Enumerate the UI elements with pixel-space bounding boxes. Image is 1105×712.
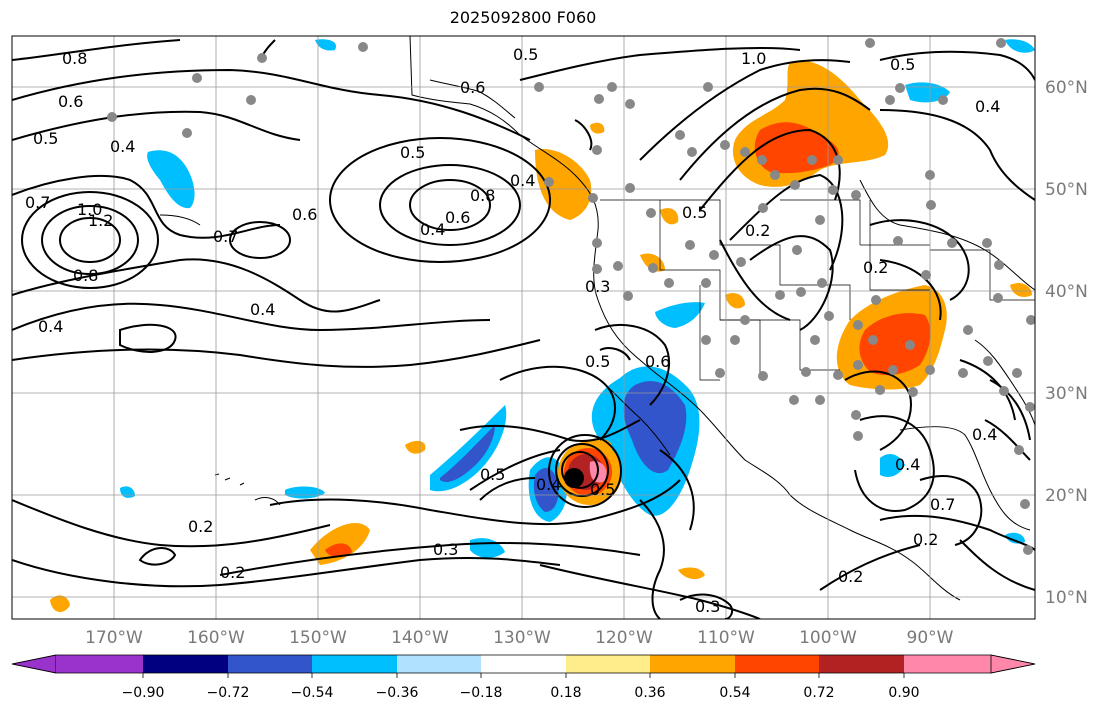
contour-labels: 0.8 0.6 0.5 0.4 0.7 1.0 1.2 0.8 0.4 0.7 … (25, 45, 1000, 616)
contour-label: 0.4 (972, 425, 997, 444)
contour-label: 0.6 (645, 352, 670, 371)
negative-anomaly-shading (120, 39, 1035, 558)
colorbar-tick-label: 0.36 (634, 685, 665, 701)
lon-label: 140°W (391, 628, 449, 648)
graticule (12, 36, 1035, 619)
lon-label: 130°W (493, 628, 551, 648)
lon-label: 150°W (289, 628, 347, 648)
colorbar-segment (904, 655, 991, 673)
longitude-labels: 170°W 160°W 150°W 140°W 130°W 120°W 110°… (85, 628, 954, 648)
contour-label: 0.2 (838, 567, 863, 586)
contour-label: 0.8 (73, 266, 98, 285)
latitude-labels: 60°N 50°N 40°N 30°N 20°N 10°N (1045, 78, 1088, 608)
contour-label: 0.3 (433, 540, 458, 559)
colorbar-tick-label: −0.18 (460, 685, 503, 701)
contour-label: 0.2 (188, 517, 213, 536)
colorbar-segment (312, 655, 397, 673)
colorbar-segment (566, 655, 650, 673)
contour-label: 0.5 (480, 465, 505, 484)
colorbar-tick-label: −0.90 (122, 685, 165, 701)
contour-label: 0.4 (420, 220, 445, 239)
colorbar-ticks (142, 673, 905, 678)
positive-anomaly-shading (50, 60, 1032, 612)
contour-label: 0.6 (292, 205, 317, 224)
contour-label: 0.5 (585, 352, 610, 371)
contour-label: 0.5 (513, 45, 538, 64)
contour-label: 0.4 (536, 475, 561, 494)
lat-label: 50°N (1045, 180, 1088, 200)
contour-lines (12, 39, 1035, 619)
contour-label: 0.2 (913, 530, 938, 549)
lon-label: 170°W (85, 628, 143, 648)
station-markers (107, 38, 1035, 555)
contour-label: 0.3 (585, 277, 610, 296)
lat-label: 10°N (1045, 588, 1088, 608)
contour-label: 0.2 (220, 563, 245, 582)
contour-label: 0.8 (62, 49, 87, 68)
contour-label: 1.0 (77, 200, 102, 219)
contour-label: 0.4 (38, 317, 63, 336)
colorbar-segment (481, 655, 566, 673)
lat-label: 20°N (1045, 486, 1088, 506)
contour-label: 0.7 (930, 495, 955, 514)
contour-label: 0.2 (863, 258, 888, 277)
contour-label: 0.7 (25, 193, 50, 212)
lon-label: 120°W (595, 628, 653, 648)
colorbar-tick-label: 0.72 (803, 685, 834, 701)
colorbar-segment (735, 655, 819, 673)
contour-label: 0.4 (975, 97, 1000, 116)
tropical-cyclone-icon (548, 434, 622, 508)
lon-label: 160°W (187, 628, 245, 648)
contour-label: 0.6 (58, 92, 83, 111)
colorbar-segment (143, 655, 228, 673)
colorbar-segment (228, 655, 312, 673)
colorbar: −0.90 −0.72 −0.54 −0.36 −0.18 0.18 0.36 … (11, 654, 1036, 701)
lon-label: 90°W (907, 628, 954, 648)
contour-label: 0.3 (695, 597, 720, 616)
lon-label: 110°W (697, 628, 755, 648)
lat-label: 40°N (1045, 282, 1088, 302)
map-panel: 0.8 0.6 0.5 0.4 0.7 1.0 1.2 0.8 0.4 0.7 … (12, 36, 1035, 619)
colorbar-tick-label: −0.36 (376, 685, 419, 701)
contour-label: 0.5 (890, 55, 915, 74)
contour-label: 0.5 (400, 143, 425, 162)
lat-label: 30°N (1045, 384, 1088, 404)
contour-label: 1.0 (741, 49, 766, 68)
contour-label: 1.2 (88, 211, 113, 230)
contour-label: 0.5 (682, 203, 707, 222)
contour-label: 0.6 (460, 78, 485, 97)
colorbar-tick-label: −0.54 (291, 685, 334, 701)
map-frame (11, 35, 1036, 620)
colorbar-extend-low (11, 654, 57, 674)
contour-label: 0.2 (745, 221, 770, 240)
contour-label: 0.4 (110, 137, 135, 156)
colorbar-tick-label: 0.18 (550, 685, 581, 701)
contour-label: 0.5 (590, 480, 615, 499)
contour-label: 0.8 (470, 186, 495, 205)
contour-label: 0.7 (213, 227, 238, 246)
lat-label: 60°N (1045, 78, 1088, 98)
colorbar-segment (56, 655, 143, 673)
colorbar-tick-label: 0.54 (719, 685, 750, 701)
contour-label: 0.4 (250, 300, 275, 319)
contour-label: 0.4 (510, 171, 535, 190)
colorbar-tick-label: −0.72 (207, 685, 250, 701)
colorbar-tick-label: 0.90 (888, 685, 919, 701)
colorbar-segment (819, 655, 904, 673)
colorbar-segment (650, 655, 735, 673)
colorbar-segment (397, 655, 481, 673)
contour-label: 0.6 (445, 208, 470, 227)
lon-label: 100°W (799, 628, 857, 648)
colorbar-extend-high (990, 654, 1036, 674)
contour-label: 0.4 (895, 455, 920, 474)
contour-label: 0.5 (33, 129, 58, 148)
map-title: 2025092800 F060 (449, 8, 597, 27)
